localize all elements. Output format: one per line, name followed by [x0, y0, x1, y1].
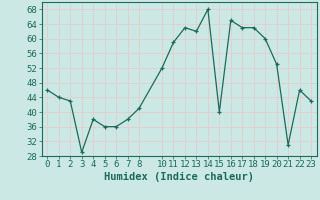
X-axis label: Humidex (Indice chaleur): Humidex (Indice chaleur) [104, 172, 254, 182]
